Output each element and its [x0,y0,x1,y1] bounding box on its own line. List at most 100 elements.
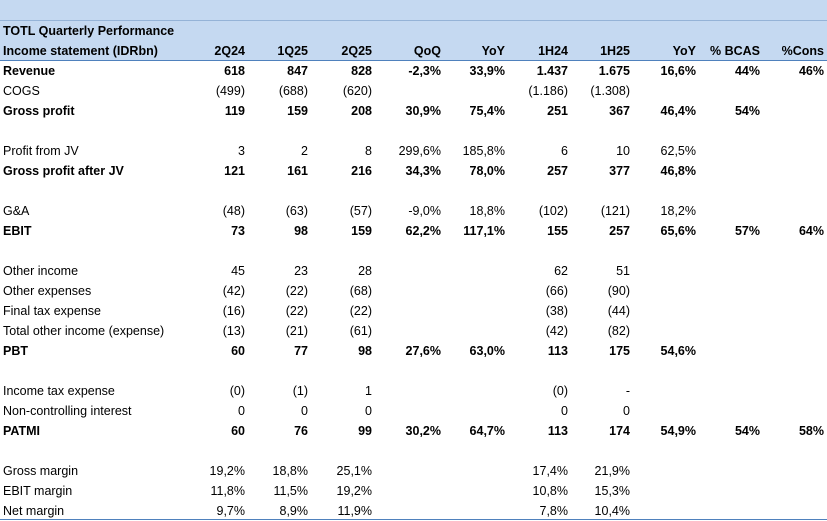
col-header-qoq: QoQ [413,44,441,58]
table-bottom-border [0,519,827,520]
cell-1h25: (1.308) [590,84,630,98]
column-header-row: Income statement (IDRbn) 2Q24 1Q25 2Q25 … [0,41,827,61]
cell-1h24: 251 [547,104,568,118]
cell-yoy-half: 46,4% [660,104,696,118]
cell-2q25: 1 [365,384,372,398]
cell-pct-cons: 64% [798,224,824,238]
cell-2q25: (68) [349,284,372,298]
cell-1h25: 15,3% [594,484,630,498]
row-label: Final tax expense [3,304,101,318]
table-row: COGS (499) (688) (620) (1.186) (1.308) [0,81,827,101]
table-row: Income tax expense (0) (1) 1 (0) - [0,381,827,401]
cell-2q24: 19,2% [209,464,245,478]
cell-2q25: 8 [365,144,372,158]
table-row: Profit from JV 3 2 8 299,6% 185,8% 6 10 62,5% [0,141,827,161]
row-label: Revenue [3,64,56,78]
table-row: Revenue 618 847 828 -2,3% 33,9% 1.437 1.675 16,6… [0,61,827,81]
row-label: G&A [3,204,30,218]
cell-2q24: 119 [224,104,245,118]
header-band [0,0,827,20]
cell-yoy-half: 18,2% [660,204,696,218]
table-row: Gross profit 119 159 208 30,9% 75,4% 251 367 46,… [0,101,827,121]
cell-yoy-half: 16,6% [660,64,696,78]
cell-pct-bcas: 54% [734,424,760,438]
cell-1h25: - [625,384,630,398]
cell-qoq: 30,9% [405,104,441,118]
cell-2q25: 0 [365,404,372,418]
cell-1h25: 51 [616,264,630,278]
cell-1h25: 0 [623,404,630,418]
cell-1h25: 10 [616,144,630,158]
row-label: PBT [3,344,28,358]
cell-2q24: (0) [229,384,245,398]
cell-1q25: 0 [301,404,308,418]
cell-2q25: 98 [358,344,372,358]
cell-1h25: 1.675 [598,64,630,78]
table-row: EBIT 73 98 159 62,2% 117,1% 155 257 65,6% 57% 64% [0,221,827,241]
cell-qoq: -9,0% [408,204,441,218]
table-title: TOTL Quarterly Performance [0,20,827,41]
col-header-pct-cons: %Cons [781,44,824,58]
cell-1h25: 257 [609,224,630,238]
cell-qoq: -2,3% [408,64,441,78]
cell-2q24: 9,7% [216,504,246,518]
row-label: Gross profit [3,104,75,118]
cell-1q25: (688) [278,84,308,98]
cell-2q24: 45 [231,264,245,278]
cell-1h24: 6 [561,144,568,158]
cell-1q25: (21) [285,324,308,338]
cell-2q24: 0 [238,404,245,418]
cell-1q25: 98 [294,224,308,238]
cell-yoy-half: 62,5% [660,144,696,158]
table-row: Non-controlling interest 0 0 0 0 0 [0,401,827,421]
cell-1h24: 0 [561,404,568,418]
cell-pct-cons: 58% [798,424,824,438]
cell-yoy-quarter: 78,0% [469,164,505,178]
cell-2q25: 28 [358,264,372,278]
cell-qoq: 62,2% [405,224,441,238]
cell-1h24: 257 [547,164,568,178]
cell-2q25: 11,9% [337,504,372,518]
cell-2q24: 60 [231,424,245,438]
cell-1h25: 175 [609,344,630,358]
cell-2q24: (16) [222,304,245,318]
table-row: Gross margin 19,2% 18,8% 25,1% 17,4% 21,9% [0,461,827,481]
cell-1h24: 113 [547,424,568,438]
row-label: EBIT margin [3,484,73,498]
row-label: PATMI [3,424,41,438]
cell-yoy-half: 46,8% [660,164,696,178]
cell-1q25: 161 [287,164,308,178]
cell-2q24: (48) [222,204,245,218]
table-row: G&A (48) (63) (57) -9,0% 18,8% (102) (121) 18,2% [0,201,827,221]
cell-2q24: (499) [215,84,245,98]
table-row: Final tax expense (16) (22) (22) (38) (44) [0,301,827,321]
row-label: Net margin [3,504,65,518]
cell-1h24: (1.186) [528,84,568,98]
cell-1h25: (121) [600,204,630,218]
cell-1h24: 7,8% [539,504,569,518]
cell-1q25: (63) [285,204,308,218]
cell-qoq: 34,3% [405,164,441,178]
table-row: EBIT margin 11,8% 11,5% 19,2% 10,8% 15,3% [0,481,827,501]
cell-2q24: 618 [224,64,245,78]
cell-1h25: 10,4% [594,504,630,518]
cell-2q25: 216 [351,164,372,178]
cell-1q25: 23 [294,264,308,278]
cell-1h25: 21,9% [594,464,630,478]
table-row: Other expenses (42) (22) (68) (66) (90) [0,281,827,301]
cell-1h24: 10,8% [532,484,568,498]
table-row: Gross profit after JV 121 161 216 34,3% 78,0%… [0,161,827,181]
cell-2q24: 3 [238,144,245,158]
cell-yoy-half: 54,9% [660,424,696,438]
cell-1h24: (0) [552,384,568,398]
cell-2q25: (61) [349,324,372,338]
cell-1h25: (82) [607,324,630,338]
cell-2q25: 159 [351,224,372,238]
cell-1h25: (44) [607,304,630,318]
cell-qoq: 299,6% [398,144,441,158]
cell-1q25: 77 [294,344,308,358]
cell-yoy-quarter: 185,8% [462,144,505,158]
cell-2q25: (57) [349,204,372,218]
col-header-yoy-half: YoY [672,44,696,58]
row-label: Gross margin [3,464,79,478]
